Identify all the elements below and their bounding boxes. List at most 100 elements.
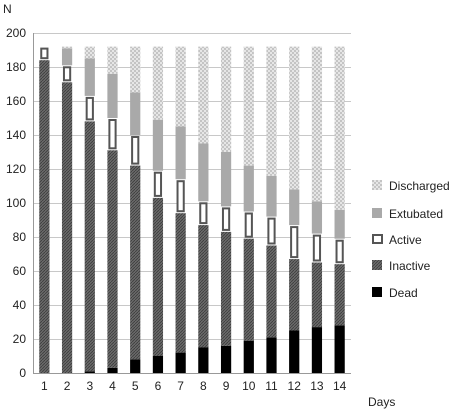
bar-discharged-day-13 (311, 46, 323, 202)
x-tick-label: 5 (132, 379, 139, 393)
bar-dead-day-11 (266, 337, 277, 373)
bar-inactive-day-7 (175, 213, 186, 353)
bar-active-day-10 (244, 212, 253, 238)
legend-swatch-inactive (372, 260, 382, 270)
bar-inactive-day-8 (198, 225, 209, 348)
bar-inactive-day-6 (152, 197, 164, 356)
x-tick-label: 14 (333, 379, 347, 393)
y-tick-label: 0 (19, 366, 26, 380)
bar-active-day-11 (267, 217, 276, 245)
bar-inactive-day-2 (61, 82, 73, 374)
y-axis-ticks: 0 20 40 60 80 100 120 140 160 180 200 (6, 26, 26, 380)
x-axis-ticks: 1 2 3 4 5 6 7 8 9 10 11 12 13 14 (41, 379, 347, 393)
gridlines (33, 33, 351, 340)
bar-discharged-day-11 (266, 46, 277, 176)
y-tick-label: 160 (6, 94, 26, 108)
x-tick-label: 11 (265, 379, 278, 393)
bar-discharged-day-6 (152, 46, 164, 120)
bar-inactive-day-9 (220, 231, 232, 346)
legend-label-dead: Dead (389, 286, 418, 300)
bar-extubated-day-2 (61, 48, 73, 66)
bar-discharged-day-9 (220, 46, 232, 152)
x-tick-label: 2 (64, 379, 71, 393)
legend-label-active: Active (389, 233, 422, 247)
bar-dead-day-9 (220, 345, 232, 373)
x-tick-label: 10 (242, 379, 256, 393)
bar-extubated-day-4 (107, 73, 118, 118)
bar-extubated-day-14 (334, 209, 345, 239)
legend-label-extubated: Extubated (389, 207, 443, 221)
bar-dead-day-5 (130, 359, 141, 373)
y-tick-label: 200 (6, 26, 26, 40)
bar-dead-day-13 (311, 327, 323, 373)
legend-swatch-active (372, 234, 383, 244)
x-tick-label: 4 (109, 379, 116, 393)
bar-dead-day-14 (334, 325, 345, 373)
bars (39, 46, 345, 374)
x-tick-label: 8 (200, 379, 207, 393)
bar-inactive-day-14 (334, 264, 345, 326)
bar-active-day-2 (62, 66, 72, 82)
bar-active-day-1 (40, 47, 49, 60)
legend-swatch-extubated (372, 208, 382, 218)
bar-inactive-day-10 (243, 238, 254, 341)
bar-active-day-8 (199, 202, 208, 225)
bar-active-day-6 (153, 171, 163, 197)
bar-active-day-9 (221, 207, 231, 231)
bar-discharged-day-8 (198, 46, 209, 144)
bar-discharged-day-3 (84, 46, 95, 59)
x-tick-label: 9 (223, 379, 230, 393)
bar-active-day-5 (131, 136, 140, 165)
bar-inactive-day-12 (289, 259, 300, 331)
bar-active-day-4 (108, 119, 117, 150)
legend-swatch-dead (372, 287, 382, 297)
bar-dead-day-8 (198, 347, 209, 373)
bar-inactive-day-3 (84, 121, 95, 372)
bar-dead-day-12 (289, 330, 300, 373)
bar-inactive-day-1 (39, 60, 50, 373)
y-tick-label: 60 (13, 264, 27, 278)
x-tick-label: 7 (177, 379, 184, 393)
x-axis-title: Days (368, 395, 395, 409)
bar-extubated-day-8 (198, 143, 209, 202)
bar-active-day-7 (176, 180, 185, 213)
y-tick-label: 40 (13, 298, 27, 312)
y-axis-title: N (3, 2, 12, 16)
bar-extubated-day-6 (152, 119, 164, 171)
bar-inactive-day-5 (130, 165, 141, 360)
bar-active-day-12 (290, 226, 299, 259)
bar-extubated-day-12 (289, 189, 300, 226)
bar-discharged-day-10 (243, 46, 254, 166)
x-tick-label: 12 (288, 379, 302, 393)
y-tick-label: 180 (6, 60, 26, 74)
bar-discharged-day-14 (334, 46, 345, 210)
y-tick-label: 140 (6, 128, 26, 142)
bar-extubated-day-10 (243, 165, 254, 212)
bar-discharged-day-12 (289, 46, 300, 190)
x-tick-label: 13 (310, 379, 324, 393)
y-tick-label: 100 (6, 196, 26, 210)
x-tick-label: 6 (155, 379, 162, 393)
bar-extubated-day-9 (220, 152, 232, 207)
bar-inactive-day-11 (266, 245, 277, 338)
legend: Discharged Extubated Active Inactive Dead (372, 179, 450, 300)
bar-inactive-day-13 (311, 262, 323, 328)
legend-swatch-discharged (372, 180, 382, 190)
bar-dead-day-3 (84, 371, 95, 373)
bar-inactive-day-4 (107, 150, 118, 368)
bar-extubated-day-3 (84, 58, 95, 96)
bar-discharged-day-7 (175, 46, 186, 127)
bar-dead-day-4 (107, 367, 118, 373)
bar-active-day-13 (312, 234, 322, 262)
bar-extubated-day-5 (130, 92, 141, 135)
bar-dead-day-10 (243, 340, 254, 373)
bar-extubated-day-7 (175, 126, 186, 180)
bar-extubated-day-13 (311, 201, 323, 234)
legend-label-inactive: Inactive (389, 259, 431, 273)
bar-discharged-day-2 (61, 46, 73, 49)
bar-discharged-day-5 (130, 46, 141, 93)
bar-extubated-day-11 (266, 175, 277, 217)
y-tick-label: 20 (13, 332, 27, 346)
bar-dead-day-7 (175, 352, 186, 373)
